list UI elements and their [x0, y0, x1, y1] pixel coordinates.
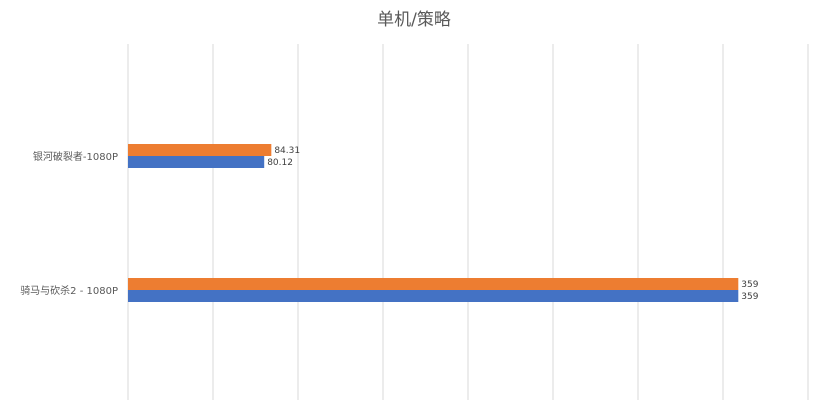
bar — [128, 156, 265, 168]
data-label: 359 — [741, 280, 758, 290]
bar — [128, 290, 739, 302]
data-label: 80.12 — [267, 158, 293, 168]
category-label: 骑马与砍杀2 - 1080P — [20, 284, 118, 297]
category-label: 银河破裂者-1080P — [33, 150, 118, 163]
data-labels: 84.31 359 80.12 359 — [267, 146, 759, 302]
bar — [128, 144, 272, 156]
chart-title: 单机/策略 — [377, 10, 451, 30]
data-label: 359 — [741, 292, 758, 302]
category-labels: 银河破裂者-1080P 骑马与砍杀2 - 1080P — [20, 150, 118, 297]
gridlines — [127, 44, 809, 400]
bars — [128, 144, 739, 302]
bar — [128, 278, 739, 290]
data-label: 84.31 — [274, 146, 300, 156]
